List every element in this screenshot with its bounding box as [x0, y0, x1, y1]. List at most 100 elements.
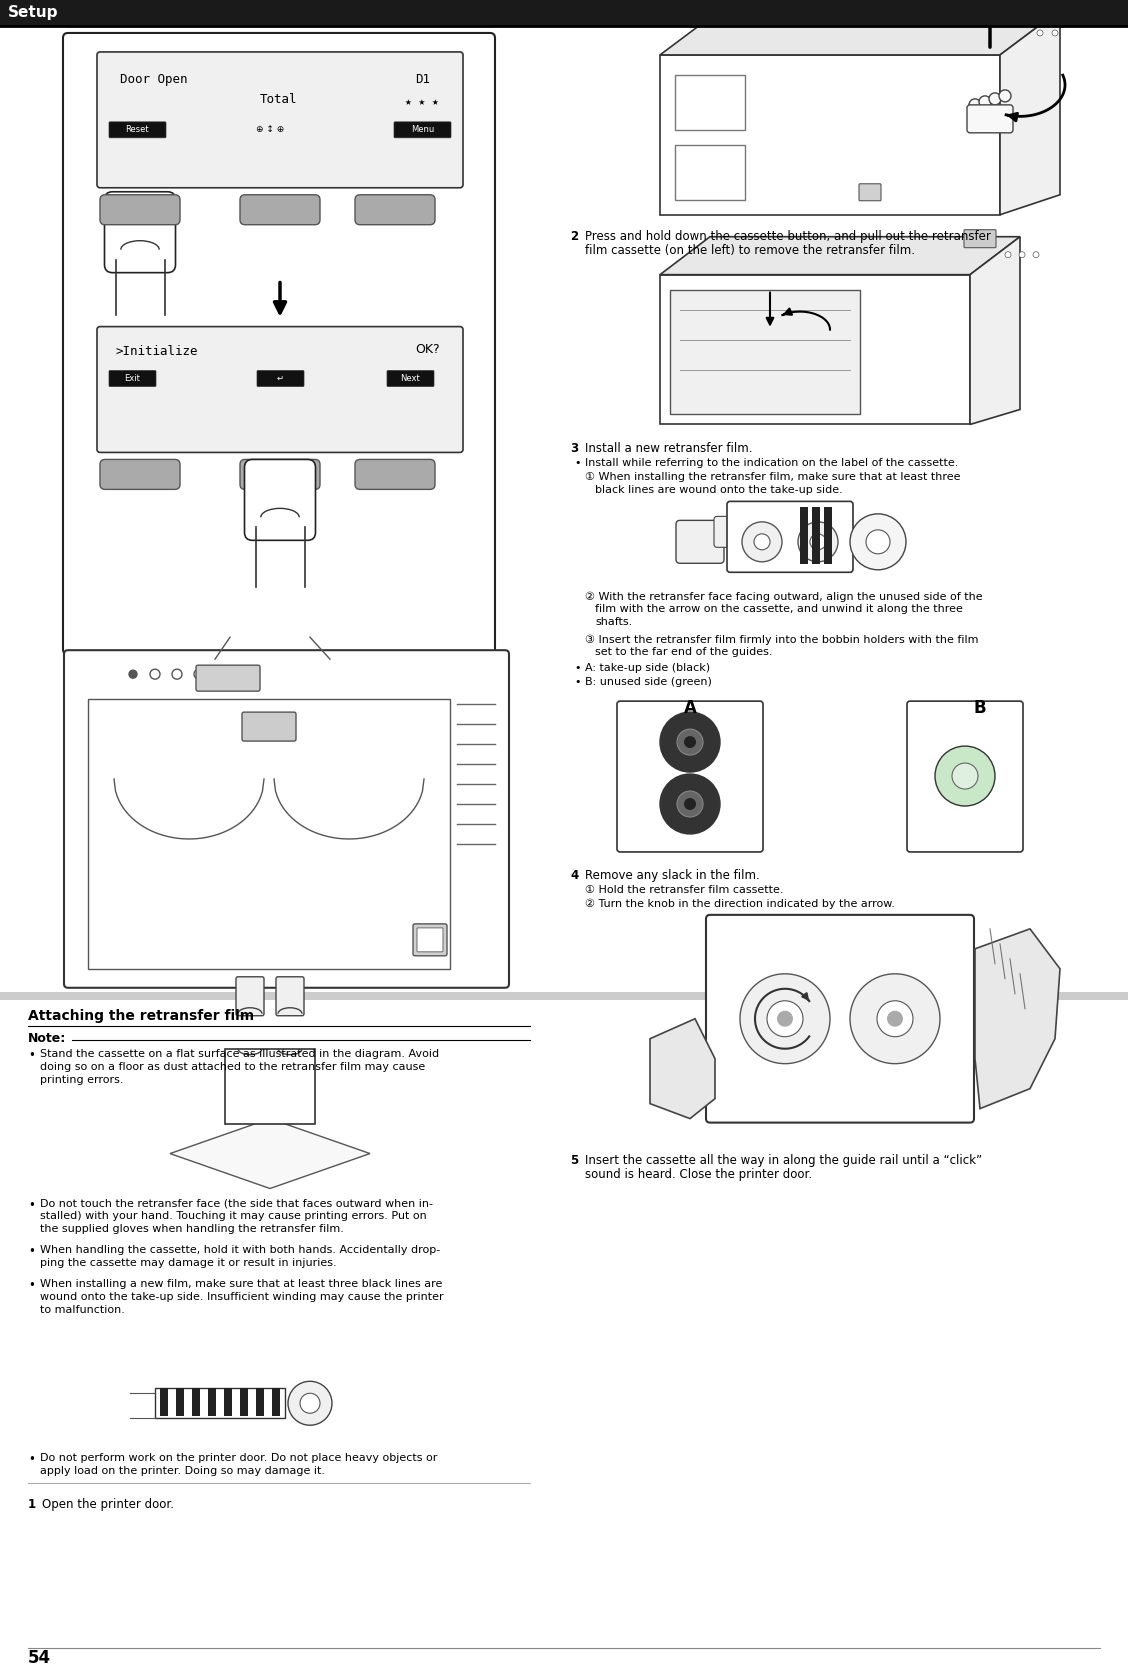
Text: 4: 4	[570, 870, 579, 881]
Text: •: •	[28, 1454, 35, 1465]
Bar	[823, 507, 832, 564]
FancyBboxPatch shape	[64, 651, 509, 988]
Bar	[160, 1389, 168, 1417]
FancyBboxPatch shape	[617, 701, 763, 851]
FancyBboxPatch shape	[63, 33, 495, 654]
Circle shape	[876, 1001, 913, 1036]
Polygon shape	[660, 237, 1020, 275]
Circle shape	[1005, 252, 1011, 257]
Text: Open the printer door.: Open the printer door.	[42, 1499, 174, 1510]
Bar	[800, 507, 808, 564]
Bar	[0, 0, 1128, 27]
FancyBboxPatch shape	[97, 327, 462, 452]
Bar	[0, 991, 1128, 1000]
Circle shape	[767, 1001, 803, 1036]
Text: A: A	[684, 699, 696, 718]
FancyBboxPatch shape	[964, 230, 996, 247]
Text: • A: take-up side (black): • A: take-up side (black)	[575, 663, 711, 673]
Text: • B: unused side (green): • B: unused side (green)	[575, 678, 712, 688]
Text: the supplied gloves when handling the retransfer film.: the supplied gloves when handling the re…	[39, 1225, 344, 1235]
FancyBboxPatch shape	[417, 928, 443, 951]
Text: stalled) with your hand. Touching it may cause printing errors. Put on: stalled) with your hand. Touching it may…	[39, 1212, 426, 1222]
Text: Reset: Reset	[125, 125, 149, 134]
Circle shape	[1052, 30, 1058, 37]
Circle shape	[935, 746, 995, 806]
Text: film with the arrow on the cassette, and unwind it along the three: film with the arrow on the cassette, and…	[594, 604, 963, 614]
FancyBboxPatch shape	[243, 713, 296, 741]
Text: Note:: Note:	[28, 1031, 67, 1045]
Text: Install a new retransfer film.: Install a new retransfer film.	[585, 442, 752, 456]
FancyBboxPatch shape	[245, 459, 316, 541]
Text: Stand the cassette on a flat surface as illustrated in the diagram. Avoid: Stand the cassette on a flat surface as …	[39, 1048, 439, 1058]
Text: ping the cassette may damage it or result in injuries.: ping the cassette may damage it or resul…	[39, 1258, 336, 1268]
Circle shape	[129, 671, 136, 678]
Polygon shape	[650, 1018, 715, 1118]
Bar	[88, 699, 450, 968]
Text: shafts.: shafts.	[594, 618, 633, 628]
Text: doing so on a floor as dust attached to the retransfer film may cause: doing so on a floor as dust attached to …	[39, 1061, 425, 1071]
Bar	[812, 507, 820, 564]
FancyBboxPatch shape	[967, 105, 1013, 134]
FancyBboxPatch shape	[355, 459, 435, 489]
Bar	[155, 1389, 285, 1419]
FancyBboxPatch shape	[714, 516, 735, 547]
Text: ↵: ↵	[276, 374, 283, 382]
Bar	[660, 275, 970, 424]
FancyBboxPatch shape	[994, 7, 1031, 27]
Text: 5: 5	[570, 1153, 579, 1167]
Text: 3: 3	[570, 442, 579, 456]
Text: ⊕ ↕ ⊕: ⊕ ↕ ⊕	[256, 125, 284, 134]
Bar	[240, 1389, 248, 1417]
Circle shape	[952, 763, 978, 789]
Text: Setup: Setup	[8, 5, 59, 20]
Circle shape	[777, 1011, 793, 1026]
Bar	[224, 1048, 315, 1123]
Text: Menu: Menu	[412, 125, 434, 134]
Text: >Initialize: >Initialize	[115, 345, 197, 359]
Circle shape	[684, 798, 696, 809]
Text: printing errors.: printing errors.	[39, 1075, 123, 1085]
Bar	[675, 145, 744, 200]
Bar	[224, 1389, 232, 1417]
Bar	[176, 1389, 184, 1417]
Bar	[660, 55, 1001, 215]
FancyBboxPatch shape	[706, 915, 973, 1123]
FancyBboxPatch shape	[860, 184, 881, 200]
FancyBboxPatch shape	[355, 195, 435, 225]
Circle shape	[887, 1011, 904, 1026]
FancyBboxPatch shape	[109, 122, 166, 139]
Polygon shape	[660, 10, 1060, 55]
Bar	[675, 75, 744, 130]
Circle shape	[660, 774, 720, 834]
Bar	[272, 1389, 280, 1417]
FancyBboxPatch shape	[236, 976, 264, 1016]
FancyBboxPatch shape	[240, 195, 320, 225]
FancyBboxPatch shape	[276, 976, 305, 1016]
Text: •: •	[28, 1048, 35, 1061]
Text: • Install while referring to the indication on the label of the cassette.: • Install while referring to the indicat…	[575, 459, 959, 469]
Text: apply load on the printer. Doing so may damage it.: apply load on the printer. Doing so may …	[39, 1465, 325, 1475]
Text: Total: Total	[259, 93, 298, 107]
Text: •: •	[28, 1280, 35, 1292]
Circle shape	[740, 973, 830, 1063]
Text: ★ ★ ★: ★ ★ ★	[405, 97, 439, 107]
Circle shape	[851, 973, 940, 1063]
Circle shape	[810, 534, 826, 549]
Text: B: B	[973, 699, 986, 718]
Polygon shape	[1001, 10, 1060, 215]
Circle shape	[677, 791, 703, 818]
FancyBboxPatch shape	[728, 501, 853, 572]
Text: Press and hold down the cassette button, and pull out the retransfer: Press and hold down the cassette button,…	[585, 230, 990, 242]
Circle shape	[999, 90, 1011, 102]
Circle shape	[866, 529, 890, 554]
Text: OK?: OK?	[415, 344, 440, 355]
Circle shape	[171, 669, 182, 679]
Circle shape	[684, 736, 696, 748]
Text: film cassette (on the left) to remove the retransfer film.: film cassette (on the left) to remove th…	[585, 244, 915, 257]
FancyBboxPatch shape	[413, 925, 447, 956]
Text: ② With the retransfer face facing outward, align the unused side of the: ② With the retransfer face facing outwar…	[585, 591, 982, 601]
Text: ③ Insert the retransfer film firmly into the bobbin holders with the film: ③ Insert the retransfer film firmly into…	[585, 634, 978, 644]
Polygon shape	[170, 1118, 370, 1188]
Text: ② Turn the knob in the direction indicated by the arrow.: ② Turn the knob in the direction indicat…	[585, 900, 895, 910]
Circle shape	[851, 514, 906, 569]
